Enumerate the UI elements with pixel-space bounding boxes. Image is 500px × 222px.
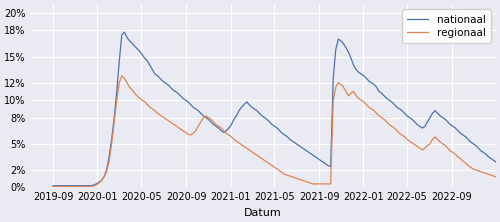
X-axis label: Datum: Datum: [244, 208, 282, 218]
Line: nationaal: nationaal: [53, 32, 500, 186]
Legend: nationaal, regionaal: nationaal, regionaal: [402, 9, 490, 43]
Line: regionaal: regionaal: [53, 76, 500, 186]
